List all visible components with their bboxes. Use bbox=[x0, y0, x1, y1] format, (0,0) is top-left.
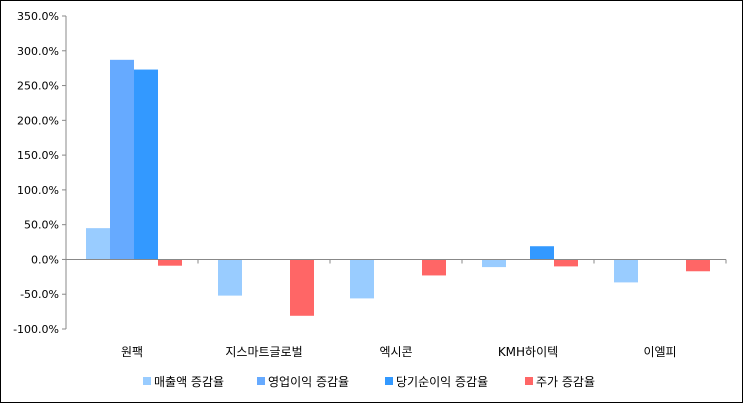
y-tick-label: 350.0% bbox=[17, 10, 59, 23]
bar bbox=[686, 259, 710, 272]
legend: 매출액 증감율 영업이익 증감율 당기순이익 증감율 주가 증감율 bbox=[143, 375, 595, 389]
y-tick-label: 200.0% bbox=[17, 114, 59, 127]
legend-label: 주가 증감율 bbox=[536, 375, 595, 389]
bar bbox=[158, 259, 182, 266]
bar bbox=[422, 259, 446, 276]
x-category-label: 이엘피 bbox=[643, 345, 676, 359]
x-category-label: 지스마트글로벌 bbox=[225, 345, 302, 359]
x-axis: 원팩 지스마트글로벌 엑시콘 KMH하이텍 이엘피 bbox=[65, 258, 727, 359]
legend-swatch bbox=[385, 377, 393, 385]
y-tick-label: -100.0% bbox=[13, 323, 59, 336]
legend-swatch bbox=[525, 377, 533, 385]
x-category-label: 엑시콘 bbox=[379, 345, 412, 359]
y-tick-label: 150.0% bbox=[17, 149, 59, 162]
bar bbox=[530, 246, 554, 260]
bar bbox=[290, 259, 314, 316]
bar bbox=[86, 228, 110, 260]
y-tick-label: 300.0% bbox=[17, 45, 59, 58]
bar bbox=[350, 259, 374, 299]
legend-swatch bbox=[257, 377, 265, 385]
y-tick-label: 250.0% bbox=[17, 80, 59, 93]
bar bbox=[218, 259, 242, 296]
bars bbox=[86, 59, 710, 316]
bar bbox=[482, 259, 506, 268]
legend-label: 당기순이익 증감율 bbox=[396, 375, 488, 389]
legend-label: 매출액 증감율 bbox=[154, 375, 224, 389]
y-axis: 350.0% 300.0% 250.0% 200.0% 150.0% 100.0% 50.0… bbox=[13, 10, 67, 336]
y-tick-label: 0.0% bbox=[31, 253, 59, 266]
legend-label: 영업이익 증감율 bbox=[268, 375, 349, 389]
y-tick-label: -50.0% bbox=[20, 288, 59, 301]
y-tick-label: 100.0% bbox=[17, 184, 59, 197]
bar bbox=[110, 59, 134, 260]
x-category-label: KMH하이텍 bbox=[498, 345, 558, 359]
legend-swatch bbox=[143, 377, 151, 385]
bar bbox=[134, 69, 158, 260]
bar bbox=[614, 259, 638, 283]
bar bbox=[554, 259, 578, 267]
y-tick-label: 50.0% bbox=[24, 219, 59, 232]
x-category-label: 원팩 bbox=[121, 345, 143, 359]
